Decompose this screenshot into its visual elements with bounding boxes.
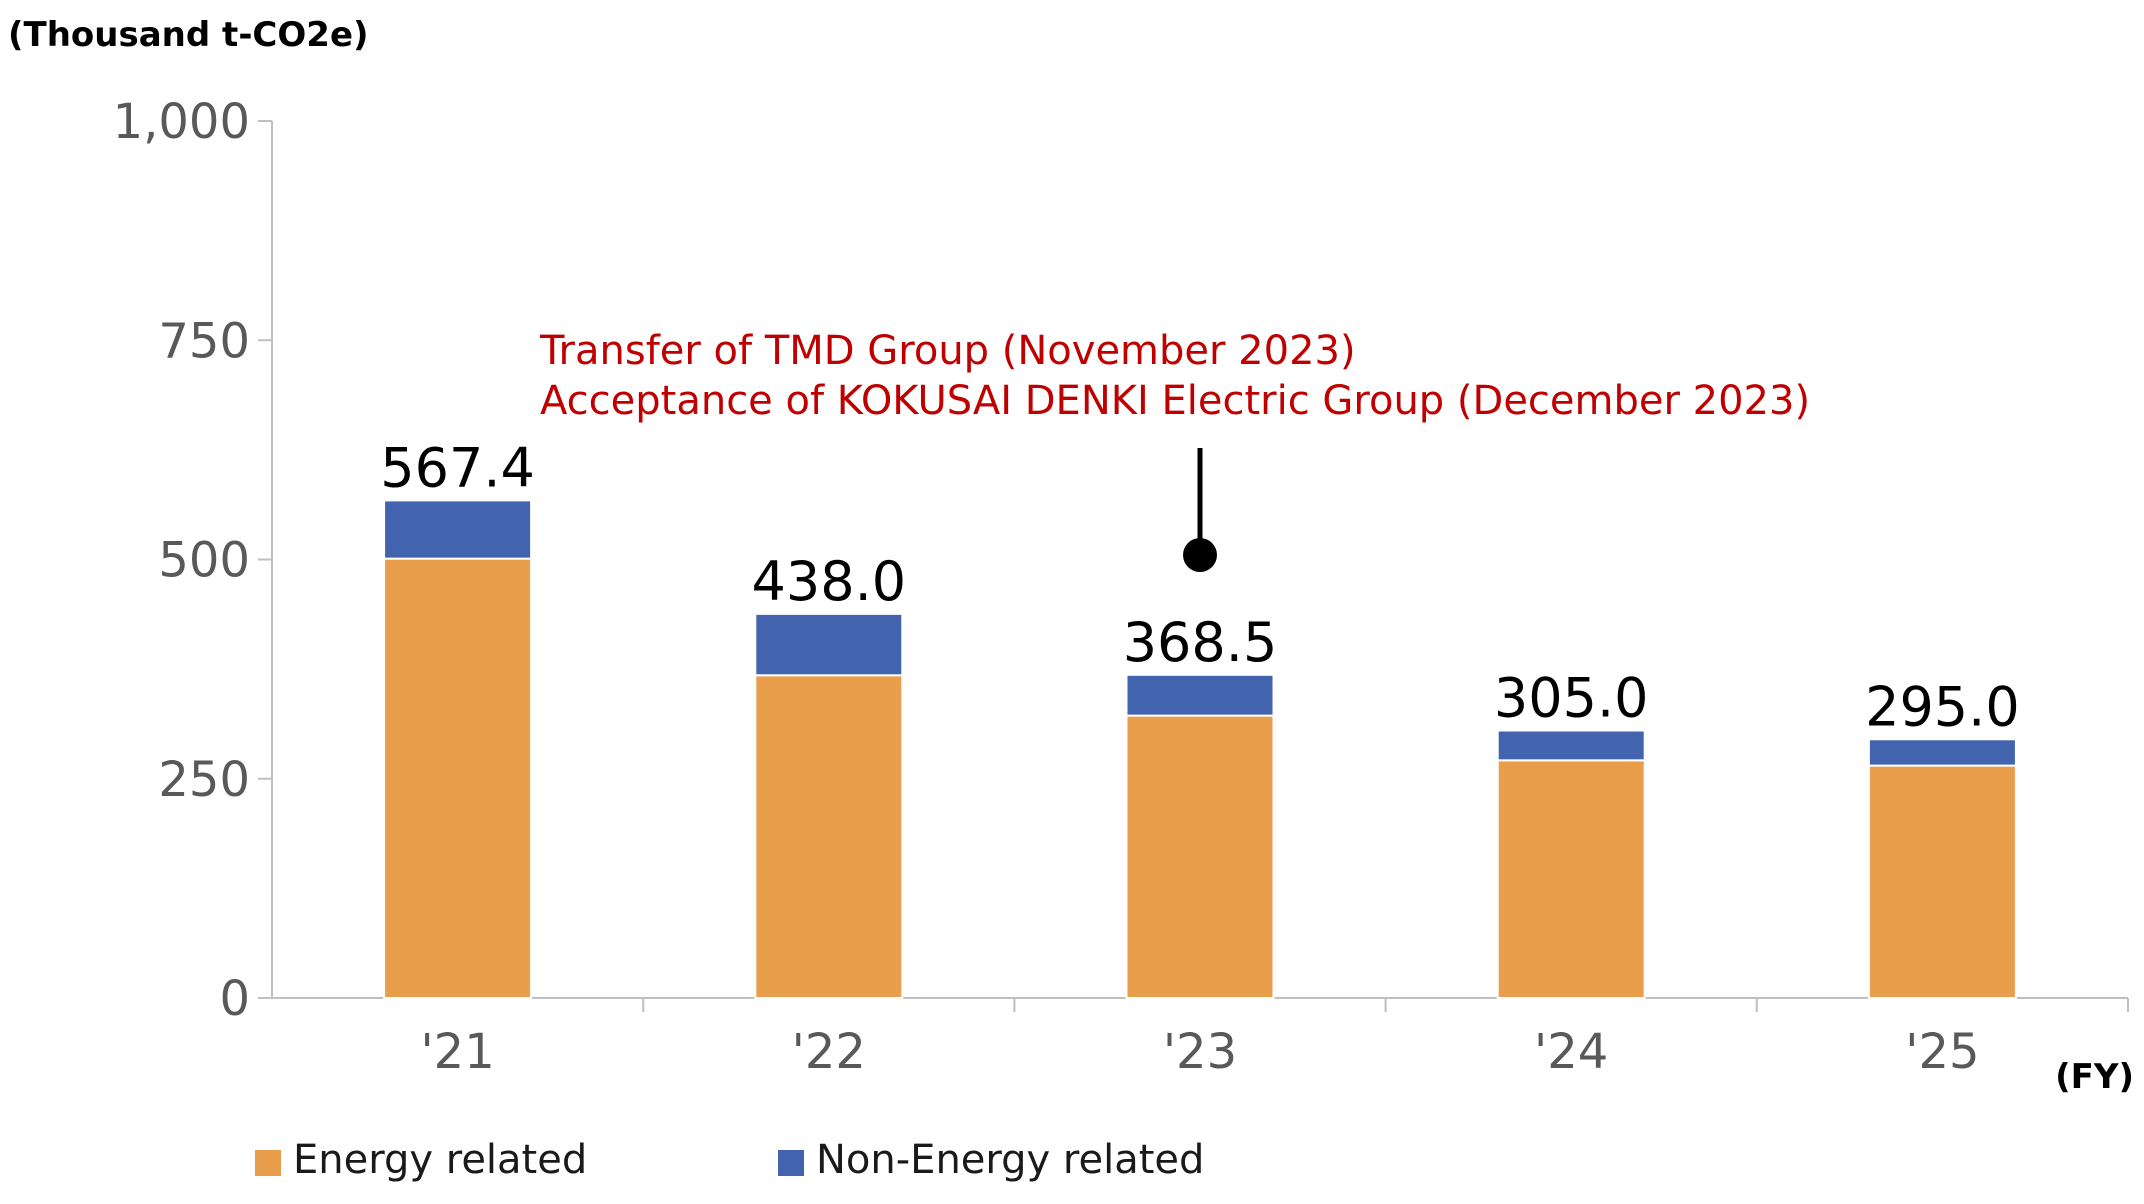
- y-tick-label: 1,000: [113, 94, 250, 150]
- bar-non-energy-related: [1125, 673, 1275, 717]
- x-tick-label: '24: [1534, 1024, 1608, 1080]
- bar-energy-related: [383, 557, 533, 999]
- legend-swatch-non-energy: [778, 1150, 804, 1176]
- bar-energy-related: [754, 674, 904, 999]
- legend-label: Energy related: [293, 1137, 587, 1183]
- total-label: 567.4: [380, 436, 535, 499]
- x-tick-label: '25: [1905, 1024, 1979, 1080]
- legend-swatch-energy: [255, 1150, 281, 1176]
- y-tick-label: 250: [158, 752, 250, 808]
- legend-label: Non-Energy related: [816, 1137, 1204, 1183]
- annotation-pointer-dot: [1183, 538, 1217, 572]
- bar-non-energy-related: [1496, 729, 1646, 762]
- total-label: 368.5: [1123, 611, 1278, 674]
- y-tick-label: 750: [158, 313, 250, 369]
- y-unit-label: (Thousand t-CO2e): [8, 15, 369, 55]
- total-label: 305.0: [1494, 667, 1649, 730]
- bar-non-energy-related: [383, 499, 533, 560]
- bar-non-energy-related: [1867, 738, 2017, 767]
- axes: 0 250 500 750 1,000 '21 '22 '23 '24 '25: [113, 94, 2129, 1080]
- y-tick-label: 500: [158, 533, 250, 589]
- bar-energy-related: [1496, 759, 1646, 1000]
- x-tick-label: '21: [420, 1024, 494, 1080]
- y-tick-label: 0: [219, 971, 250, 1027]
- data-labels: 567.4 438.0 368.5 305.0 295.0: [380, 436, 2019, 738]
- bar-non-energy-related: [754, 612, 904, 677]
- total-label: 438.0: [752, 550, 907, 613]
- annotation-text: Transfer of TMD Group (November 2023): [539, 328, 1356, 374]
- x-tick-label: '22: [792, 1024, 866, 1080]
- annotation-text: Acceptance of KOKUSAI DENKI Electric Gro…: [540, 378, 1810, 424]
- bar-energy-related: [1867, 764, 2017, 999]
- total-label: 295.0: [1865, 675, 2020, 738]
- legend: Energy related Non-Energy related: [255, 1137, 1204, 1183]
- x-unit-label: (FY): [2055, 1057, 2134, 1097]
- bars: [383, 499, 2017, 1000]
- annotation: Transfer of TMD Group (November 2023)Acc…: [539, 328, 1810, 572]
- bar-energy-related: [1125, 714, 1275, 1000]
- x-tick-label: '23: [1163, 1024, 1237, 1080]
